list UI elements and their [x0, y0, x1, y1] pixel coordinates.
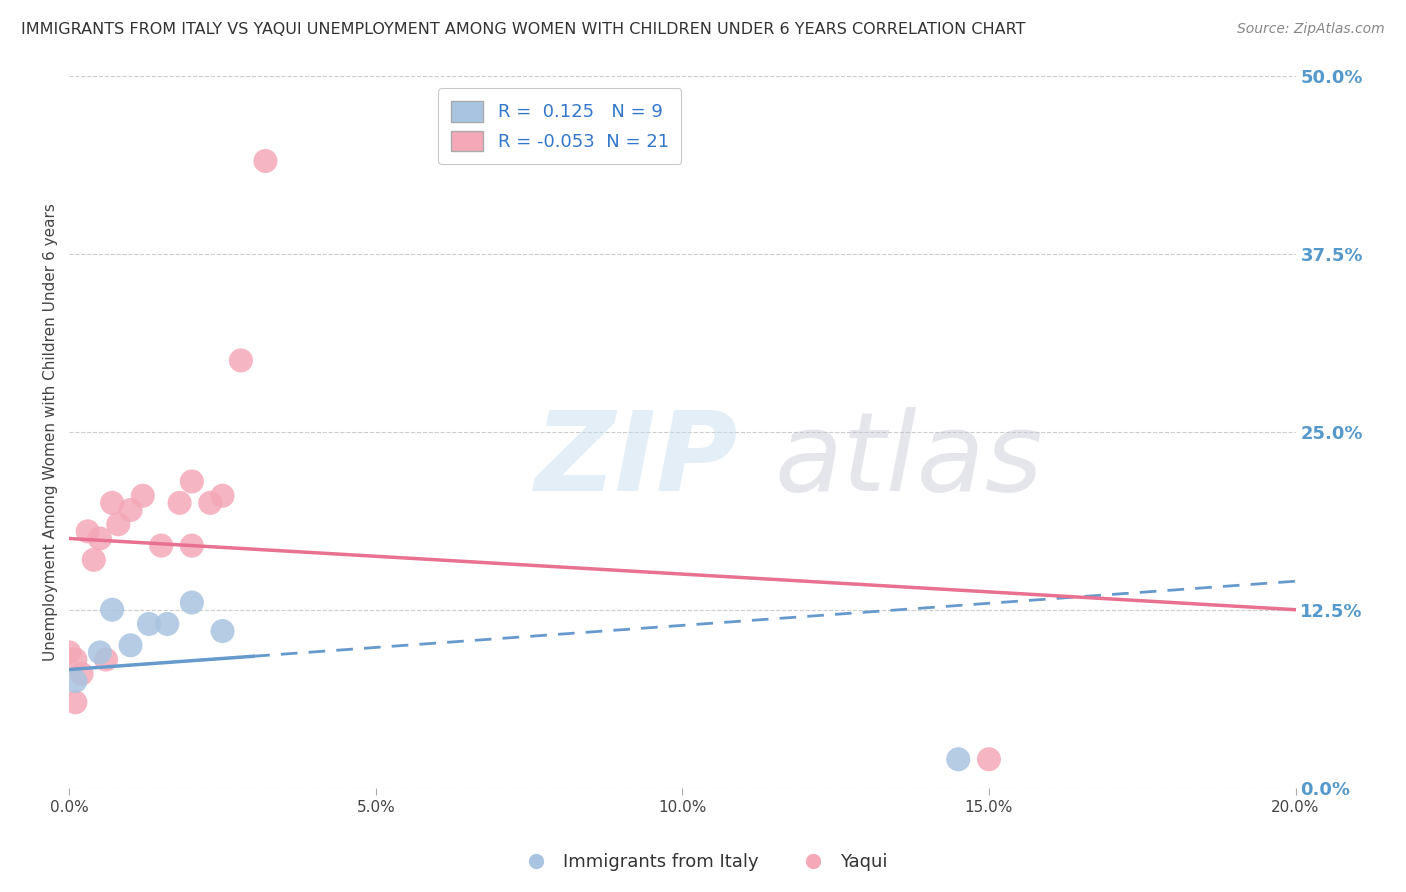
Point — [132, 489, 155, 503]
Point — [58, 645, 80, 659]
Point — [138, 616, 160, 631]
Point — [229, 353, 252, 368]
Point — [211, 489, 233, 503]
Point — [89, 532, 111, 546]
Point — [200, 496, 222, 510]
Point — [180, 539, 202, 553]
Point — [65, 695, 87, 709]
Point — [254, 153, 277, 168]
Point — [65, 673, 87, 688]
Point — [107, 517, 129, 532]
Point — [948, 752, 970, 766]
Point — [83, 553, 105, 567]
Point — [89, 645, 111, 659]
Point — [70, 666, 93, 681]
Text: Source: ZipAtlas.com: Source: ZipAtlas.com — [1237, 22, 1385, 37]
Point — [120, 638, 142, 652]
Point — [180, 475, 202, 489]
Point — [150, 539, 173, 553]
Text: ZIP: ZIP — [536, 407, 738, 514]
Point — [120, 503, 142, 517]
Point — [211, 624, 233, 638]
Text: IMMIGRANTS FROM ITALY VS YAQUI UNEMPLOYMENT AMONG WOMEN WITH CHILDREN UNDER 6 YE: IMMIGRANTS FROM ITALY VS YAQUI UNEMPLOYM… — [21, 22, 1025, 37]
Y-axis label: Unemployment Among Women with Children Under 6 years: Unemployment Among Women with Children U… — [44, 202, 58, 661]
Point — [977, 752, 1000, 766]
Legend: R =  0.125   N = 9, R = -0.053  N = 21: R = 0.125 N = 9, R = -0.053 N = 21 — [439, 88, 682, 164]
Point — [180, 596, 202, 610]
Legend: Immigrants from Italy, Yaqui: Immigrants from Italy, Yaqui — [510, 847, 896, 879]
Point — [76, 524, 98, 539]
Point — [101, 603, 124, 617]
Point — [101, 496, 124, 510]
Text: atlas: atlas — [775, 407, 1043, 514]
Point — [65, 652, 87, 666]
Point — [169, 496, 191, 510]
Point — [156, 616, 179, 631]
Point — [94, 652, 117, 666]
